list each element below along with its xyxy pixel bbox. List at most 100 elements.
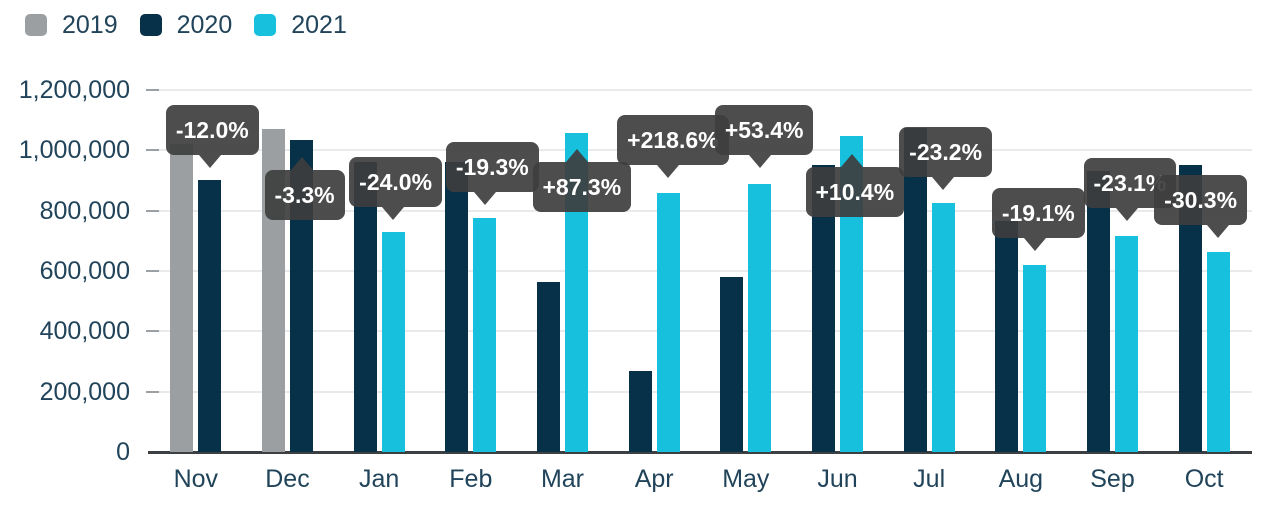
tooltip-label: -19.3% <box>455 154 529 180</box>
y-axis-tick <box>146 270 159 272</box>
bar-group-aug <box>975 90 1067 452</box>
tooltip-pointer-up-icon <box>840 154 863 167</box>
y-axis-label: 1,000,000 <box>18 136 130 165</box>
bar-2021-apr[interactable] <box>656 193 680 452</box>
bar-2020-jul[interactable] <box>903 128 927 452</box>
bar-2020-nov[interactable] <box>198 180 222 452</box>
bar-2020-mar[interactable] <box>536 282 560 452</box>
tooltip-label: +218.6% <box>627 127 719 153</box>
bar-2020-jun[interactable] <box>811 165 835 452</box>
bar-2021-sep[interactable] <box>1114 236 1138 452</box>
legend-label: 2021 <box>291 11 347 39</box>
gridline <box>148 390 1252 393</box>
legend-swatch-icon <box>25 14 47 36</box>
tooltip-label: -12.0% <box>175 117 249 143</box>
x-axis-label-dec: Dec <box>265 465 310 493</box>
tooltip-aug: -19.1% <box>991 188 1085 251</box>
x-axis-label-sep: Sep <box>1090 465 1135 493</box>
gridline <box>148 330 1252 333</box>
bar-group-sep <box>1067 90 1159 452</box>
y-axis-tick <box>146 390 159 393</box>
bar-2021-may[interactable] <box>748 184 772 452</box>
tooltip-pointer-down-icon <box>748 155 771 168</box>
bar-2020-aug[interactable] <box>995 221 1019 452</box>
bar-2021-oct[interactable] <box>1206 252 1230 452</box>
tooltip-label: +10.4% <box>815 179 895 205</box>
bar-group-mar <box>517 90 609 452</box>
tooltip-label: +53.4% <box>724 117 804 143</box>
x-axis-label-oct: Oct <box>1184 465 1224 493</box>
y-axis-label: 0 <box>116 438 130 466</box>
bar-2020-oct[interactable] <box>1178 165 1202 452</box>
y-axis-label: 600,000 <box>39 257 130 285</box>
bar-group-nov <box>150 90 242 452</box>
x-axis-label-jul: Jul <box>913 465 946 493</box>
tooltip-label: -3.3% <box>274 182 335 208</box>
x-axis-label-nov: Nov <box>173 465 219 493</box>
tooltip-feb: -19.3% <box>445 142 539 205</box>
tooltip-label: -30.3% <box>1164 187 1238 213</box>
x-axis-label-feb: Feb <box>449 465 493 493</box>
bar-2020-apr[interactable] <box>628 371 652 452</box>
x-axis-label-jan: Jan <box>359 465 400 493</box>
bar-2020-may[interactable] <box>720 277 744 452</box>
tooltip-pointer-down-icon <box>657 165 680 178</box>
bar-group-jul <box>883 90 975 452</box>
legend-item-2019[interactable]: 2019 <box>25 12 118 38</box>
tooltip-may: +53.4% <box>714 105 814 168</box>
tooltip-pointer-down-icon <box>1115 208 1138 221</box>
tooltip-jun: +10.4% <box>805 154 905 217</box>
bar-group-jan <box>333 90 425 452</box>
legend-item-2020[interactable]: 2020 <box>139 12 232 38</box>
bar-2020-feb[interactable] <box>445 162 469 452</box>
y-axis-tick <box>146 330 159 333</box>
tooltip-mar: +87.3% <box>532 149 632 212</box>
bar-2021-aug[interactable] <box>1023 265 1047 452</box>
tooltip-pointer-down-icon <box>1207 225 1230 238</box>
y-axis-label: 200,000 <box>39 377 130 406</box>
x-axis-label-aug: Aug <box>998 465 1044 493</box>
x-axis-label-may: May <box>722 465 770 493</box>
tooltip-pointer-up-icon <box>290 157 313 170</box>
tooltip-pointer-down-icon <box>1023 238 1046 251</box>
bar-2019-nov[interactable] <box>170 144 194 452</box>
tooltip-apr: +218.6% <box>617 115 729 178</box>
legend: 2019 2020 2021 <box>25 12 347 38</box>
bar-2021-feb[interactable] <box>473 218 497 452</box>
tooltip-label: -24.0% <box>359 169 433 195</box>
tooltip-dec: -3.3% <box>264 157 345 220</box>
bar-group-apr <box>608 90 700 452</box>
tooltip-jul: -23.2% <box>899 127 993 190</box>
bar-2021-jul[interactable] <box>931 203 955 452</box>
y-axis-label: 800,000 <box>39 196 130 225</box>
tooltip-pointer-down-icon <box>932 177 955 190</box>
y-axis-tick <box>146 89 159 91</box>
tooltip-label: -23.2% <box>909 139 983 165</box>
tooltip-pointer-down-icon <box>198 155 221 168</box>
bar-2021-jan[interactable] <box>381 232 405 452</box>
x-axis-label-apr: Apr <box>634 465 674 493</box>
legend-label: 2019 <box>62 11 118 39</box>
legend-item-2021[interactable]: 2021 <box>254 12 347 38</box>
bar-2021-mar[interactable] <box>564 133 588 452</box>
legend-swatch-icon <box>254 14 277 36</box>
tooltip-pointer-down-icon <box>382 207 405 220</box>
x-axis-label-jun: Jun <box>817 465 858 493</box>
gridline <box>148 89 1252 91</box>
tooltip-pointer-down-icon <box>473 192 496 205</box>
y-axis-label: 400,000 <box>39 317 130 346</box>
bar-2020-jan[interactable] <box>353 162 377 452</box>
gridline <box>148 270 1252 272</box>
bar-group-feb <box>425 90 517 452</box>
gridline <box>148 209 1252 212</box>
tooltip-oct: -30.3% <box>1154 175 1248 238</box>
tooltip-nov: -12.0% <box>165 105 259 168</box>
bar-group-oct <box>1158 90 1250 452</box>
tooltip-label: -19.1% <box>1001 200 1075 226</box>
bar-2020-sep[interactable] <box>1086 171 1110 452</box>
legend-swatch-icon <box>139 14 162 36</box>
tooltip-pointer-up-icon <box>565 149 588 162</box>
x-axis-label-mar: Mar <box>540 465 585 493</box>
y-axis-tick <box>146 209 159 212</box>
